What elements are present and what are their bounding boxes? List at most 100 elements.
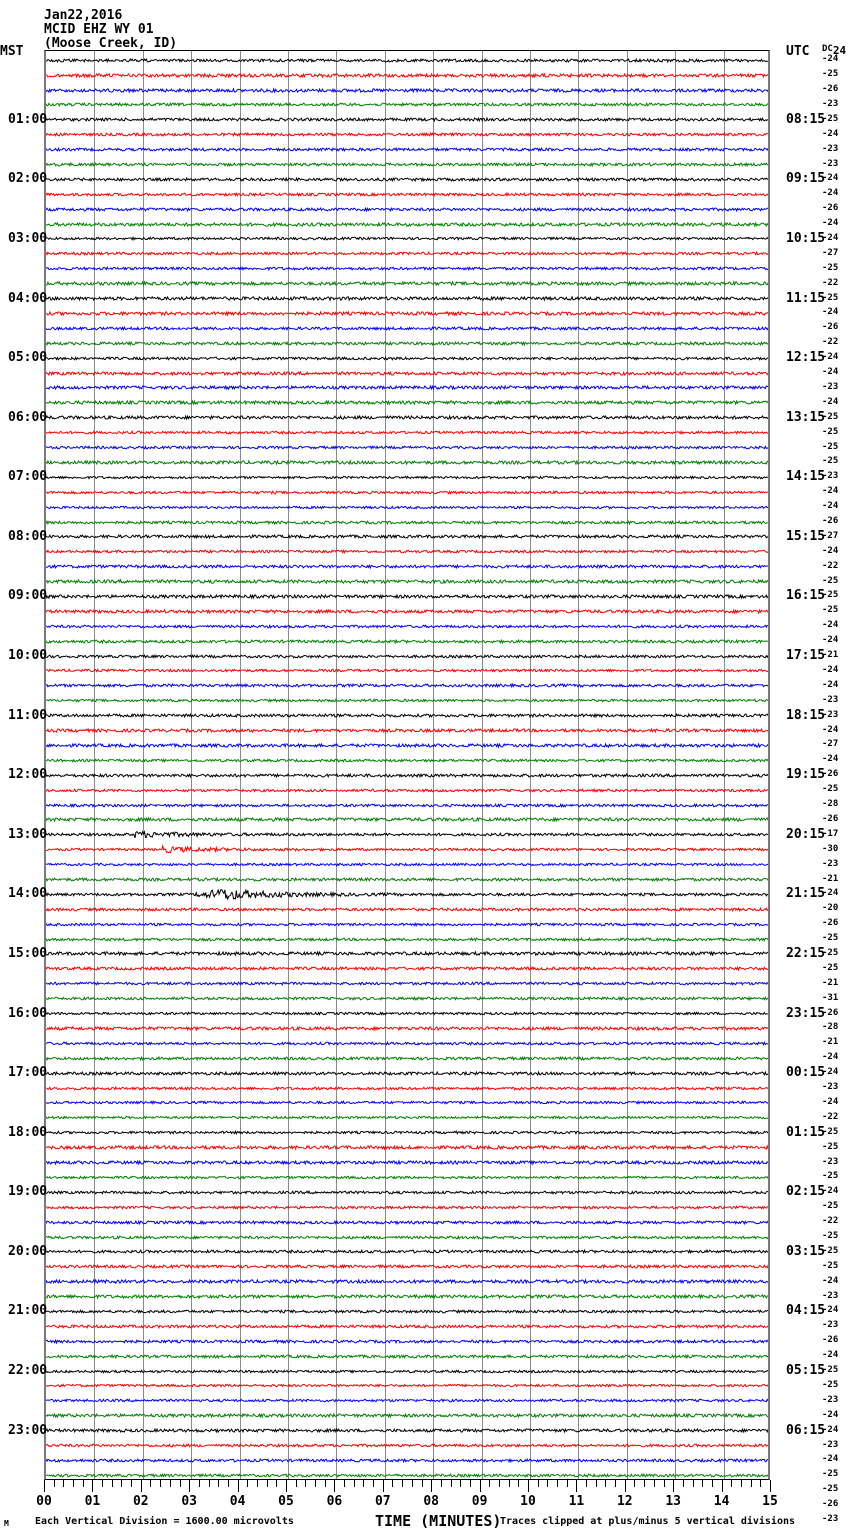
x-tick-minor-13 <box>169 1480 171 1487</box>
x-tick-minor-66 <box>682 1480 684 1487</box>
seismic-trace-row-57 <box>46 903 768 916</box>
x-axis-label-03: 03 <box>181 1494 198 1509</box>
dc-value-18: -26 <box>822 322 839 333</box>
seismic-trace-row-18 <box>46 322 768 335</box>
x-tick-major-12 <box>624 1480 626 1492</box>
x-tick-minor-2 <box>63 1480 65 1487</box>
seismic-trace-row-47 <box>46 754 768 767</box>
dc-value-66: -21 <box>822 1037 839 1048</box>
seismic-trace-row-49 <box>46 784 768 797</box>
dc-value-53: -30 <box>822 843 839 854</box>
left-hour-label-08-00: 08:00 <box>8 528 48 544</box>
seismic-trace-row-44 <box>46 709 768 722</box>
seismic-trace-row-1 <box>46 69 768 82</box>
grid-line-minute-08 <box>433 51 435 1479</box>
x-tick-minor-28 <box>315 1480 317 1487</box>
seismic-trace-row-68 <box>46 1067 768 1080</box>
seismic-trace-row-33 <box>46 545 768 558</box>
x-tick-major-9 <box>479 1480 481 1492</box>
seismic-trace-row-12 <box>46 232 768 245</box>
seismic-trace-row-2 <box>46 84 768 97</box>
x-tick-minor-6 <box>102 1480 104 1487</box>
dc-value-68: -24 <box>822 1067 839 1078</box>
x-tick-minor-68 <box>702 1480 704 1487</box>
x-tick-minor-69 <box>711 1480 713 1487</box>
dc-value-92: -24 <box>822 1424 839 1435</box>
x-axis-label-01: 01 <box>84 1494 101 1509</box>
x-tick-minor-27 <box>305 1480 307 1487</box>
dc-value-64: -26 <box>822 1007 839 1018</box>
x-tick-minor-44 <box>469 1480 471 1487</box>
x-tick-minor-41 <box>440 1480 442 1487</box>
x-tick-major-14 <box>721 1480 723 1492</box>
seismic-trace-row-62 <box>46 977 768 990</box>
seismic-trace-row-50 <box>46 799 768 812</box>
dc-value-21: -24 <box>822 367 839 378</box>
right-hour-label-06-15: 06:15 <box>786 1422 826 1438</box>
dc-value-91: -24 <box>822 1409 839 1420</box>
dc-value-80: -25 <box>822 1245 839 1256</box>
seismic-trace-row-31 <box>46 516 768 529</box>
x-axis-label-14: 14 <box>713 1494 730 1509</box>
seismic-trace-row-21 <box>46 367 768 380</box>
dc-value-52: -17 <box>822 828 839 839</box>
seismic-trace-row-65 <box>46 1022 768 1035</box>
x-tick-minor-39 <box>421 1480 423 1487</box>
dc-value-51: -26 <box>822 813 839 824</box>
seismic-trace-row-83 <box>46 1290 768 1303</box>
dc-value-75: -25 <box>822 1171 839 1182</box>
x-tick-major-6 <box>334 1480 336 1492</box>
seismic-trace-row-19 <box>46 337 768 350</box>
seismic-trace-row-92 <box>46 1424 768 1437</box>
seismic-trace-row-55 <box>46 873 768 886</box>
x-tick-minor-9 <box>131 1480 133 1487</box>
right-hour-label-05-15: 05:15 <box>786 1363 826 1379</box>
dc-value-15: -22 <box>822 277 839 288</box>
dc-value-87: -24 <box>822 1350 839 1361</box>
dc-column-header: DC24 <box>822 44 846 57</box>
x-tick-minor-73 <box>750 1480 752 1487</box>
seismic-trace-row-29 <box>46 486 768 499</box>
x-tick-minor-72 <box>740 1480 742 1487</box>
seismogram-plot[interactable] <box>44 50 770 1480</box>
left-hour-label-17-00: 17:00 <box>8 1065 48 1081</box>
x-tick-minor-17 <box>208 1480 210 1487</box>
left-hour-label-07-00: 07:00 <box>8 469 48 485</box>
x-axis-label-09: 09 <box>471 1494 488 1509</box>
dc-value-38: -24 <box>822 620 839 631</box>
x-tick-minor-3 <box>73 1480 75 1487</box>
seismic-trace-row-4 <box>46 113 768 126</box>
seismic-trace-row-54 <box>46 858 768 871</box>
x-tick-minor-67 <box>692 1480 694 1487</box>
dc-value-76: -24 <box>822 1186 839 1197</box>
x-tick-major-8 <box>431 1480 433 1492</box>
dc-value-94: -24 <box>822 1454 839 1465</box>
dc-value-20: -24 <box>822 352 839 363</box>
dc-value-43: -23 <box>822 694 839 705</box>
dc-value-98: -23 <box>822 1514 839 1525</box>
x-tick-minor-58 <box>605 1480 607 1487</box>
x-tick-major-0 <box>44 1480 45 1492</box>
x-axis-label-08: 08 <box>423 1494 440 1509</box>
seismic-trace-row-71 <box>46 1111 768 1124</box>
dc-value-56: -24 <box>822 888 839 899</box>
x-axis-label-13: 13 <box>665 1494 682 1509</box>
dc-value-49: -25 <box>822 784 839 795</box>
seismic-trace-row-82 <box>46 1275 768 1288</box>
x-tick-minor-37 <box>402 1480 404 1487</box>
header-date: Jan22,2016 <box>44 8 123 23</box>
dc-value-34: -22 <box>822 560 839 571</box>
dc-value-8: -24 <box>822 173 839 184</box>
dc-value-67: -24 <box>822 1052 839 1063</box>
seismic-trace-row-46 <box>46 739 768 752</box>
x-tick-minor-36 <box>392 1480 394 1487</box>
dc-value-61: -25 <box>822 962 839 973</box>
grid-line-minute-03 <box>191 51 193 1479</box>
seismic-trace-row-77 <box>46 1201 768 1214</box>
dc-value-4: -25 <box>822 113 839 124</box>
x-tick-minor-16 <box>198 1480 200 1487</box>
dc-value-45: -24 <box>822 724 839 735</box>
dc-header-text: DC <box>822 44 833 55</box>
x-tick-minor-47 <box>498 1480 500 1487</box>
dc-value-74: -23 <box>822 1156 839 1167</box>
